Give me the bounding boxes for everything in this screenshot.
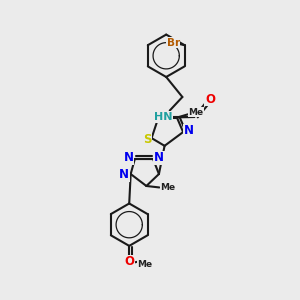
Text: O: O xyxy=(124,255,134,268)
Text: Me: Me xyxy=(137,260,152,269)
Text: N: N xyxy=(154,151,164,164)
Text: O: O xyxy=(205,93,215,106)
Text: N: N xyxy=(124,151,134,164)
Text: Me: Me xyxy=(188,108,204,117)
Text: S: S xyxy=(143,133,152,146)
Text: Br: Br xyxy=(167,38,180,48)
Text: Me: Me xyxy=(160,183,175,192)
Text: HN: HN xyxy=(154,112,172,122)
Text: N: N xyxy=(119,168,129,181)
Text: N: N xyxy=(183,124,194,137)
